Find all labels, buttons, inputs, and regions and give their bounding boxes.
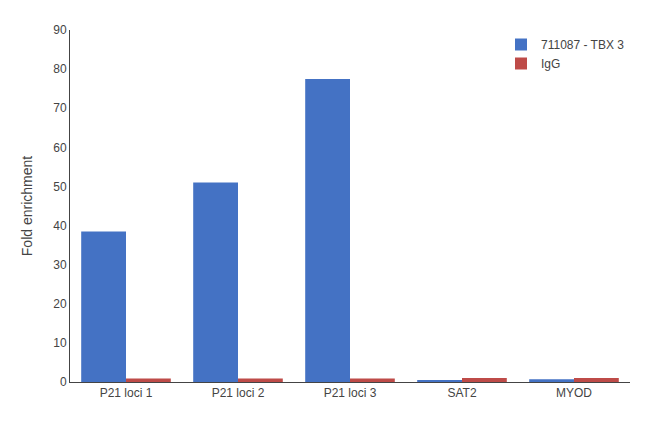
svg-text:MYOD: MYOD [556, 386, 592, 400]
svg-text:90: 90 [53, 23, 67, 37]
svg-text:70: 70 [53, 101, 67, 115]
svg-text:60: 60 [53, 141, 67, 155]
svg-text:SAT2: SAT2 [447, 386, 476, 400]
svg-text:P21 loci 2: P21 loci 2 [212, 386, 265, 400]
svg-text:P21 loci 1: P21 loci 1 [100, 386, 153, 400]
svg-text:50: 50 [53, 180, 67, 194]
svg-text:P21 loci 3: P21 loci 3 [324, 386, 377, 400]
svg-text:IgG: IgG [541, 57, 560, 71]
svg-text:Fold enrichment: Fold enrichment [19, 156, 35, 256]
svg-text:0: 0 [60, 375, 67, 389]
svg-text:711087 - TBX 3: 711087 - TBX 3 [541, 38, 624, 52]
svg-text:80: 80 [53, 62, 67, 76]
svg-text:10: 10 [53, 336, 67, 350]
svg-text:30: 30 [53, 258, 67, 272]
svg-text:40: 40 [53, 219, 67, 233]
svg-text:20: 20 [53, 297, 67, 311]
